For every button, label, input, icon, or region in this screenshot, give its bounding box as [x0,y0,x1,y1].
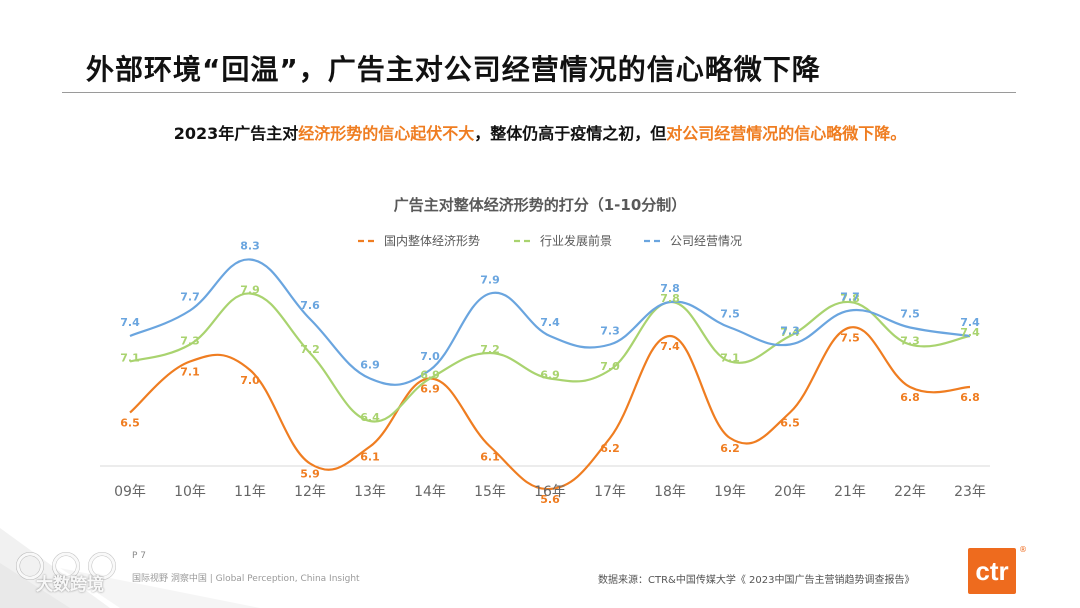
legend-label: 国内整体经济形势 [384,233,480,248]
legend-label: 行业发展前景 [540,233,612,248]
data-label: 7.5 [720,308,740,321]
data-label: 8.3 [240,240,260,253]
legend-item: 行业发展前景 [514,233,612,248]
title-divider [62,92,1016,93]
subtitle-highlight-1: 经济形势的信心起伏不大 [298,124,475,143]
data-label: 7.0 [240,374,260,387]
data-label: 7.8 [660,292,680,305]
subtitle-part-2: ，整体仍高于疫情之初，但 [474,124,667,143]
x-tick-label: 12年 [294,484,326,500]
data-label: 6.1 [360,451,380,464]
data-label: 7.1 [120,352,140,365]
subtitle-part-1: 2023年广告主对 [173,124,299,143]
series-line-3 [129,258,971,386]
data-label: 6.9 [540,369,560,382]
data-label: 7.3 [180,335,200,348]
chart-title: 广告主对整体经济形势的打分（1-10分制） [394,196,687,214]
series-layer [129,258,971,491]
data-label: 6.2 [720,442,740,455]
data-label: 6.2 [600,442,620,455]
registered-mark: ® [1019,545,1027,554]
data-label: 6.4 [360,411,380,424]
data-label: 6.9 [360,359,380,372]
watermark-text: 大数跨境 [36,575,104,595]
series-line-2 [129,292,971,423]
data-label: 7.5 [840,332,860,345]
x-tick-label: 14年 [414,484,446,500]
data-label: 5.9 [300,468,320,481]
series-line-1 [129,326,971,491]
x-tick-label: 11年 [234,484,266,500]
data-label: 7.3 [900,335,920,348]
x-tick-label: 16年 [534,484,566,500]
legend-item: 公司经营情况 [644,234,742,248]
data-label: 7.7 [180,291,200,304]
watermark-icon [16,552,116,580]
x-tick-label: 09年 [114,484,146,500]
data-label: 6.8 [900,391,920,404]
x-tick-label: 22年 [894,484,926,500]
data-label: 7.4 [960,326,980,339]
data-label: 7.4 [660,340,680,353]
x-tick-label: 21年 [834,484,866,500]
data-label: 6.9 [420,383,440,396]
x-tick-label: 15年 [474,484,506,500]
data-label: 6.8 [960,391,980,404]
data-label: 7.7 [840,291,860,304]
x-tick-label: 10年 [174,484,206,500]
data-label: 7.5 [900,308,920,321]
legend-label: 公司经营情况 [670,234,742,248]
x-tick-label: 17年 [594,484,626,500]
data-label: 7.1 [180,366,200,379]
data-label: 7.4 [120,316,140,329]
line-chart: 广告主对整体经济形势的打分（1-10分制） 国内整体经济形势 行业发展前景 公司经营… [100,196,990,507]
x-tick-layer: 09年 10年 11年 12年 13年 14年 15年 16年 17年 18年 19年 20年 21年 2… [114,484,986,500]
data-label: 7.8 [840,292,860,305]
data-label: 7.0 [600,360,620,373]
page-number: P 7 [132,551,147,561]
subtitle-highlight-2: 对公司经营情况的信心略微下降。 [666,124,907,143]
x-tick-label: 19年 [714,484,746,500]
x-tick-label: 23年 [954,484,986,500]
ctr-logo: ctr [968,548,1016,594]
data-label: 7.3 [780,325,800,338]
data-label-layer: 6.5 7.1 7.0 5.9 6.1 6.9 6.1 5.6 6.2 7.4 6.2 6.5 7.5 6… [120,240,980,507]
x-tick-label: 20年 [774,484,806,500]
data-source: 数据来源：CTR&中国传媒大学《 2023中国广告主营销趋势调查报告》 [598,575,915,586]
x-tick-label: 18年 [654,484,686,500]
data-label: 7.4 [960,316,980,329]
data-label: 7.9 [240,284,260,297]
footer-tagline: 国际视野 洞察中国 | Global Perception, China Ins… [132,574,360,584]
data-label: 5.6 [540,493,560,506]
data-label: 7.4 [540,316,560,329]
legend-item: 国内整体经济形势 [358,233,480,248]
data-label: 7.3 [600,325,620,338]
data-label: 6.5 [120,417,140,430]
data-label: 7.4 [780,326,800,339]
data-label: 7.6 [300,299,320,312]
data-label: 7.9 [480,274,500,287]
data-label: 7.0 [420,350,440,363]
data-label: 7.2 [480,343,500,356]
subtitle: 2023年广告主对经济形势的信心起伏不大，整体仍高于疫情之初，但对公司经营情况的… [0,120,1080,144]
data-label: 6.9 [420,369,440,382]
chart-legend: 国内整体经济形势 行业发展前景 公司经营情况 [358,233,742,248]
x-tick-label: 13年 [354,484,386,500]
data-label: 7.1 [720,352,740,365]
slide-title: 外部环境“回温”，广告主对公司经营情况的信心略微下降 [86,53,821,86]
data-label: 6.5 [780,417,800,430]
data-label: 6.1 [480,451,500,464]
data-label: 7.2 [300,343,320,356]
data-label: 7.8 [660,282,680,295]
